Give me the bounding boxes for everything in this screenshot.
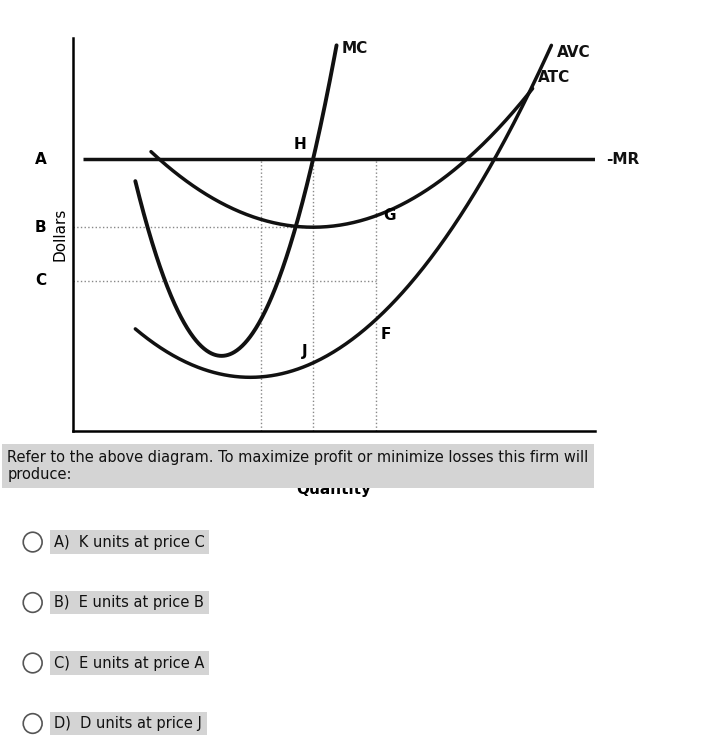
Text: G: G <box>383 209 396 223</box>
Text: A: A <box>35 152 46 167</box>
Text: 0: 0 <box>41 445 52 460</box>
Text: C)  E units at price A: C) E units at price A <box>54 655 205 671</box>
Text: Quantity: Quantity <box>296 482 372 497</box>
Y-axis label: Dollars: Dollars <box>52 208 67 261</box>
Text: AVC: AVC <box>557 45 590 60</box>
Text: ATC: ATC <box>538 70 570 85</box>
Text: Refer to the above diagram. To maximize profit or minimize losses this firm will: Refer to the above diagram. To maximize … <box>7 450 589 482</box>
Text: MC: MC <box>342 41 368 56</box>
Text: E: E <box>370 452 381 467</box>
Text: B)  E units at price B: B) E units at price B <box>54 595 204 610</box>
Text: D: D <box>307 452 319 467</box>
Text: D)  D units at price J: D) D units at price J <box>54 716 203 731</box>
Text: A)  K units at price C: A) K units at price C <box>54 534 205 550</box>
Text: B: B <box>35 220 46 234</box>
Text: H: H <box>293 137 306 152</box>
Text: K: K <box>255 452 266 467</box>
Text: -MR: -MR <box>605 152 639 167</box>
Text: F: F <box>381 327 391 342</box>
Text: J: J <box>302 344 308 359</box>
Text: C: C <box>36 274 46 288</box>
